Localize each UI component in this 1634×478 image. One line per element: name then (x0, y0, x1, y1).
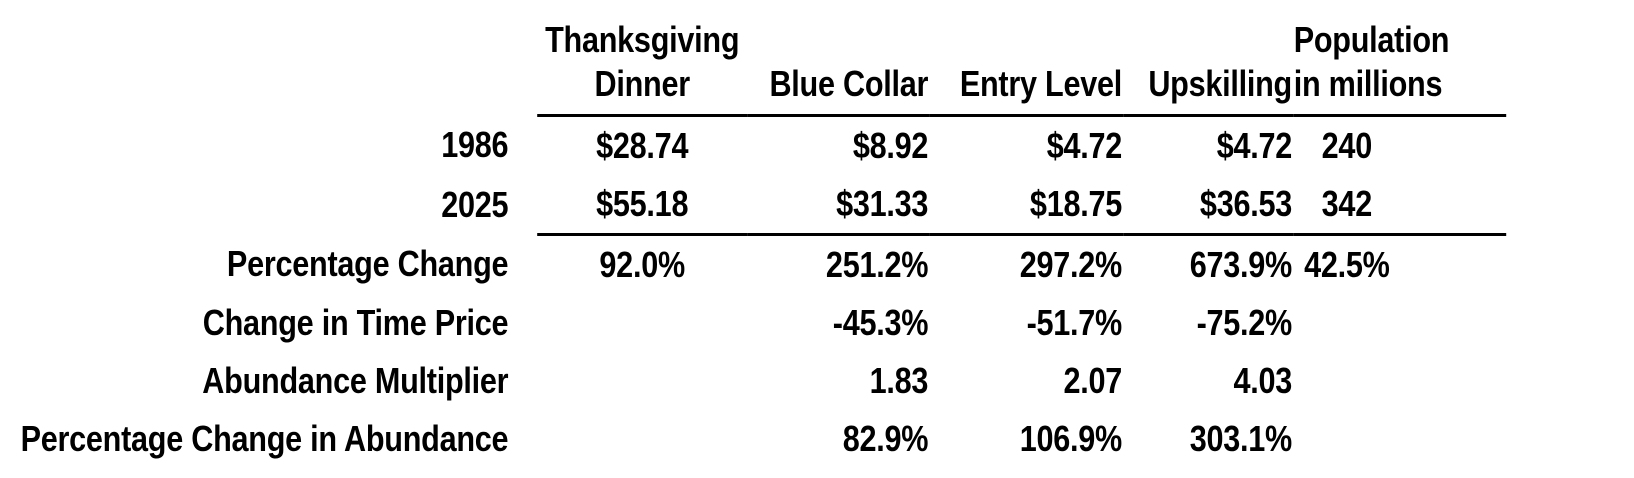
header-line2: Upskilling (1148, 63, 1292, 104)
table-row-percentage-change: Percentage Change 92.0% 251.2% 297.2% 67… (0, 235, 1506, 295)
cell-multiplier-upskilling: 4.03 (1233, 360, 1292, 401)
cell-multiplier-entry-level: 2.07 (1063, 360, 1122, 401)
table-row-abundance-multiplier: Abundance Multiplier 1.83 2.07 4.03 (0, 352, 1506, 410)
header-line2: in millions (1293, 63, 1443, 104)
cell-2025-blue-collar: $31.33 (747, 175, 930, 236)
header-line2: Dinner (594, 63, 690, 104)
header-line1: Population (1293, 19, 1450, 60)
header-line2: Blue Collar (769, 63, 929, 104)
header-line1: Thanksgiving (545, 19, 740, 60)
cell-pctchange-upskilling: 673.9% (1189, 244, 1293, 285)
header-population-in-millions: Population in millions (1293, 0, 1507, 117)
header-entry-level: Entry Level (929, 0, 1124, 117)
abundance-data-table: Thanksgiving Dinner Blue Collar Entry Le… (0, 0, 1507, 468)
header-upskilling: Upskilling (1123, 0, 1294, 117)
header-blue-collar: Blue Collar (747, 0, 930, 117)
row-label-2025: 2025 (441, 183, 509, 225)
row-label-percentage-change: Percentage Change (226, 243, 509, 285)
cell-2025-thanksgiving-dinner: $55.18 (537, 175, 748, 236)
cell-1986-upskilling: $4.72 (1216, 125, 1293, 166)
cell-pctchange-blue-collar: 251.2% (825, 244, 929, 285)
cell-pctabundance-population (1294, 410, 1507, 468)
cell-pctabundance-blue-collar: 82.9% (842, 418, 929, 459)
cell-multiplier-blue-collar: 1.83 (869, 360, 929, 401)
cell-multiplier-population (1294, 352, 1507, 410)
table-row-change-in-time-price: Change in Time Price -45.3% -51.7% -75.2… (0, 294, 1506, 352)
header-line2: Entry Level (959, 63, 1122, 104)
cell-2025-upskilling: $36.53 (1123, 175, 1294, 236)
cell-1986-population: 240 (1321, 125, 1373, 166)
cell-1986-entry-level: $4.72 (1046, 125, 1123, 166)
cell-pctchange-thanksgiving-dinner: 92.0% (599, 244, 685, 285)
cell-2025-population: 342 (1293, 175, 1507, 236)
table-row-1986: 1986 $28.74 $8.92 $4.72 $4.72 240 (0, 116, 1506, 176)
row-label-change-in-time-price: Change in Time Price (202, 302, 509, 343)
cell-timeprice-blue-collar: -45.3% (832, 302, 929, 343)
table-row-percentage-change-in-abundance: Percentage Change in Abundance 82.9% 106… (0, 410, 1506, 468)
cell-multiplier-thanksgiving-dinner (537, 352, 747, 410)
cell-timeprice-population (1294, 294, 1507, 352)
row-label-abundance-multiplier: Abundance Multiplier (202, 360, 509, 401)
cell-pctabundance-thanksgiving-dinner (537, 410, 747, 468)
cell-pctchange-population: 42.5% (1304, 244, 1390, 285)
table-row-2025: 2025 $55.18 $31.33 $18.75 $36.53 342 (0, 175, 1507, 236)
cell-1986-blue-collar: $8.92 (852, 125, 929, 166)
cell-timeprice-entry-level: -51.7% (1026, 302, 1123, 343)
row-label-1986: 1986 (441, 124, 509, 166)
cell-pctchange-entry-level: 297.2% (1019, 244, 1123, 285)
cell-2025-entry-level: $18.75 (929, 175, 1124, 236)
cell-timeprice-upskilling: -75.2% (1196, 302, 1293, 343)
header-thanksgiving-dinner: Thanksgiving Dinner (537, 0, 748, 117)
cell-pctabundance-upskilling: 303.1% (1189, 418, 1293, 459)
cell-pctabundance-entry-level: 106.9% (1019, 418, 1123, 459)
header-spacer (0, 0, 537, 116)
cell-timeprice-thanksgiving-dinner (537, 294, 747, 352)
row-label-percentage-change-in-abundance: Percentage Change in Abundance (20, 418, 509, 459)
table-scale-wrapper: Thanksgiving Dinner Blue Collar Entry Le… (0, 0, 1507, 468)
cell-1986-thanksgiving-dinner: $28.74 (596, 125, 689, 166)
header-row: Thanksgiving Dinner Blue Collar Entry Le… (0, 0, 1507, 117)
